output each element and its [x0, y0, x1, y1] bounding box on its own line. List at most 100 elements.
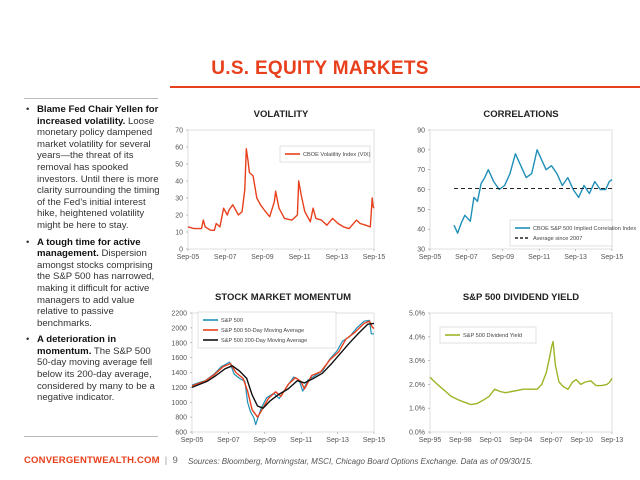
y-tick-label: 90 — [417, 128, 425, 135]
y-tick-label: 5.0% — [409, 311, 425, 318]
x-tick-label: Sep-13 — [326, 437, 349, 444]
y-tick-label: 70 — [175, 128, 183, 135]
y-tick-label: 600 — [175, 430, 187, 437]
x-tick-label: Sep-13 — [601, 437, 624, 444]
y-tick-label: 20 — [175, 213, 183, 220]
chart-title: VOLATILITY — [254, 109, 309, 120]
chart-title: STOCK MARKET MOMENTUM — [215, 292, 351, 303]
legend-box — [509, 219, 613, 247]
legend-label: S&P 500 Dividend Yield — [463, 333, 522, 339]
y-tick-label: 50 — [175, 162, 183, 169]
y-tick-label: 60 — [175, 145, 183, 152]
bullet-volatility: • Blame Fed Chair Yellen for increased v… — [24, 104, 162, 232]
legend-label: CBOE Volatility Index (VIX) — [303, 152, 371, 158]
plot-frame — [187, 129, 375, 250]
y-tick-label: 2200 — [171, 311, 187, 318]
y-tick-label: 4.0% — [409, 334, 425, 341]
bullet-heading: A tough time for active management. — [37, 236, 141, 260]
legend-box — [197, 311, 337, 349]
x-tick-label: Sep-15 — [363, 254, 386, 261]
chart-legend: S&P 500 S&P 500 50-Day Moving Average S&P … — [197, 311, 337, 349]
x-tick-label: Sep-07 — [540, 437, 563, 444]
x-tick-label: Sep-05 — [177, 254, 200, 261]
page-number: 9 — [172, 455, 178, 466]
y-tick-label: 50 — [417, 207, 425, 214]
chart-title: S&P 500 DIVIDEND YIELD — [463, 292, 579, 303]
y-tick-label: 2000 — [171, 325, 187, 332]
x-tick-label: Sep-09 — [492, 254, 515, 261]
y-tick-label: 1200 — [171, 385, 187, 392]
bullet-momentum: • A deterioration in momentum. The S&P 5… — [24, 334, 162, 404]
legend-box — [279, 145, 371, 163]
y-tick-label: 3.0% — [409, 358, 425, 365]
bullet-body: Loose monetary policy dampened market vo… — [37, 115, 160, 231]
series-line-2 — [191, 322, 375, 409]
legend-box — [439, 326, 537, 344]
bullet-heading: Blame Fed Chair Yellen for increased vol… — [37, 104, 159, 127]
x-tick-label: Sep-07 — [455, 254, 478, 261]
bullet-body: Dispersion amongst stocks comprising the… — [37, 248, 155, 329]
chart-correlations: CORRELATIONS 30 40 50 60 70 80 90 Sep-05 Sep-07 Se… — [417, 109, 636, 261]
page-title: U.S. EQUITY MARKETS — [211, 58, 429, 79]
x-tick-label: Sep-15 — [601, 254, 624, 261]
y-tick-label: 1000 — [171, 400, 187, 407]
y-tick-label: 1800 — [171, 340, 187, 347]
series-line-0 — [187, 147, 375, 232]
x-tick-label: Sep-09 — [254, 437, 277, 444]
y-tick-label: 2.0% — [409, 382, 425, 389]
y-tick-label: 1400 — [171, 370, 187, 377]
commentary-bullets: • Blame Fed Chair Yellen for increased v… — [24, 104, 162, 409]
y-tick-label: 0 — [179, 247, 183, 254]
y-tick-label: 1.0% — [409, 406, 425, 413]
y-tick-label: 60 — [417, 187, 425, 194]
x-tick-label: Sep-10 — [570, 437, 593, 444]
x-tick-label: Sep-15 — [363, 437, 386, 444]
x-tick-label: Sep-11 — [528, 254, 550, 261]
bullet-body: The S&P 500 50-day moving average fell b… — [37, 345, 155, 404]
sidebar-top-divider — [24, 98, 158, 99]
y-tick-label: 1600 — [171, 355, 187, 362]
x-tick-label: Sep-13 — [326, 254, 349, 261]
x-tick-label: Sep-07 — [217, 437, 240, 444]
x-tick-label: Sep-98 — [449, 437, 472, 444]
footer-separator: | — [164, 455, 168, 466]
title-underline — [170, 86, 640, 88]
legend-label: S&P 500 200-Day Moving Average — [221, 338, 307, 344]
y-tick-label: 30 — [417, 247, 425, 254]
y-tick-label: 800 — [175, 415, 187, 422]
y-tick-label: 30 — [175, 196, 183, 203]
footer-brand-link[interactable]: CONVERGENTWEALTH.COM — [24, 455, 160, 466]
x-tick-label: Sep-11 — [289, 254, 311, 261]
y-tick-label: 70 — [417, 167, 425, 174]
series-line-0 — [429, 340, 613, 406]
bullet-dot: • — [26, 236, 30, 248]
y-tick-label: 40 — [175, 179, 183, 186]
x-tick-label: Sep-11 — [290, 437, 312, 444]
y-tick-label: 40 — [417, 227, 425, 234]
legend-label: S&P 500 50-Day Moving Average — [221, 328, 304, 334]
x-tick-label: Sep-07 — [214, 254, 237, 261]
chart-volatility: VOLATILITY 0 10 20 30 40 50 60 70 Sep-05 Sep-07 Sep… — [175, 109, 385, 261]
y-tick-label: 80 — [417, 147, 425, 154]
x-tick-label: Sep-05 — [419, 254, 442, 261]
chart-legend: CBOE Volatility Index (VIX) — [279, 145, 371, 163]
bullet-dot: • — [26, 104, 30, 115]
source-note: Sources: Bloomberg, Morningstar, MSCI, C… — [188, 457, 533, 466]
x-tick-label: Sep-01 — [479, 437, 502, 444]
bullet-dot: • — [26, 334, 30, 346]
legend-label: Average since 2007 — [533, 236, 582, 242]
legend-label: S&P 500 — [221, 318, 243, 324]
y-tick-label: 10 — [175, 230, 183, 237]
footer: CONVERGENTWEALTH.COM | 9 — [24, 455, 178, 466]
x-tick-label: Sep-04 — [510, 437, 533, 444]
x-tick-label: Sep-09 — [251, 254, 274, 261]
chart-legend: S&P 500 Dividend Yield — [439, 326, 537, 344]
y-tick-label: 0.0% — [409, 430, 425, 437]
chart-s-p-500-dividend-yield: S&P 500 DIVIDEND YIELD 0.0% 1.0% 2.0% 3.0% 4.… — [409, 292, 623, 444]
x-tick-label: Sep-05 — [181, 437, 204, 444]
x-tick-label: Sep-13 — [564, 254, 587, 261]
bullet-active-management: • A tough time for active management. Di… — [24, 237, 162, 330]
bullet-heading: A deterioration in momentum. — [37, 334, 117, 357]
sidebar-bottom-divider — [24, 436, 158, 437]
